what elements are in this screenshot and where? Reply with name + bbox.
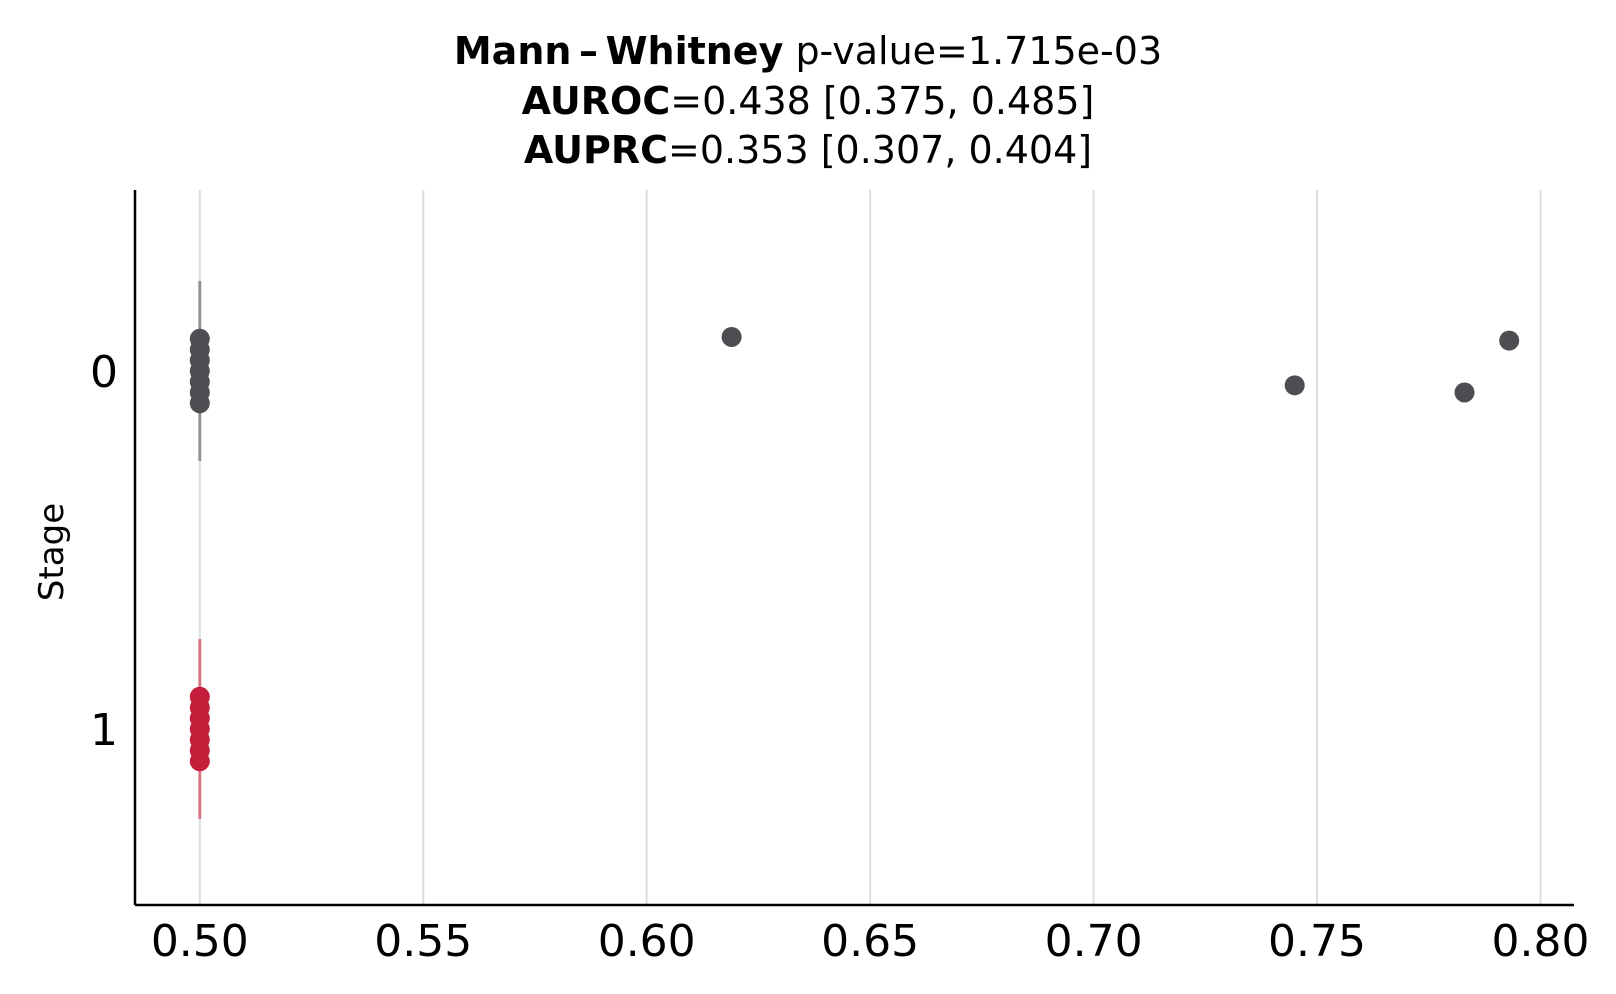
data-point bbox=[1499, 330, 1520, 351]
data-point bbox=[189, 751, 210, 772]
y-axis-label: Stage bbox=[32, 503, 72, 601]
y-tick-label: 1 bbox=[90, 705, 118, 756]
y-tick-label: 0 bbox=[90, 347, 118, 398]
x-tick-label: 0.60 bbox=[598, 916, 696, 967]
x-tick-labels: 0.50 0.55 0.60 0.65 0.70 0.75 0.80 bbox=[151, 916, 1590, 967]
x-tick-label: 0.50 bbox=[151, 916, 249, 967]
title-line-1: Mann – Whitney p-value=1.715e-03 bbox=[454, 29, 1162, 73]
data-points bbox=[189, 326, 1520, 772]
grid-lines bbox=[198, 190, 1542, 905]
title-line-3-rest: =0.353 [0.307, 0.404] bbox=[668, 128, 1092, 172]
chart-title: Mann – Whitney p-value=1.715e-03 AUROC=0… bbox=[454, 29, 1162, 172]
y-tick-labels: 01 bbox=[90, 347, 118, 756]
x-tick-label: 0.75 bbox=[1268, 916, 1366, 967]
x-tick-label: 0.55 bbox=[374, 916, 472, 967]
title-line-2: AUROC=0.438 [0.375, 0.485] bbox=[522, 79, 1095, 123]
data-point bbox=[721, 326, 742, 347]
x-tick-label: 0.80 bbox=[1491, 916, 1589, 967]
data-point bbox=[189, 393, 210, 414]
title-line-1-rest: p-value=1.715e-03 bbox=[783, 29, 1162, 73]
data-point bbox=[1284, 375, 1305, 396]
title-line-2-bold: AUROC bbox=[522, 79, 671, 123]
data-point bbox=[1454, 382, 1475, 403]
title-line-3-bold: AUPRC bbox=[524, 128, 668, 172]
title-line-3: AUPRC=0.353 [0.307, 0.404] bbox=[524, 128, 1092, 172]
title-line-1-bold: Mann – Whitney bbox=[454, 29, 784, 73]
x-tick-label: 0.70 bbox=[1045, 916, 1143, 967]
title-line-2-rest: =0.438 [0.375, 0.485] bbox=[670, 79, 1094, 123]
x-tick-label: 0.65 bbox=[821, 916, 919, 967]
